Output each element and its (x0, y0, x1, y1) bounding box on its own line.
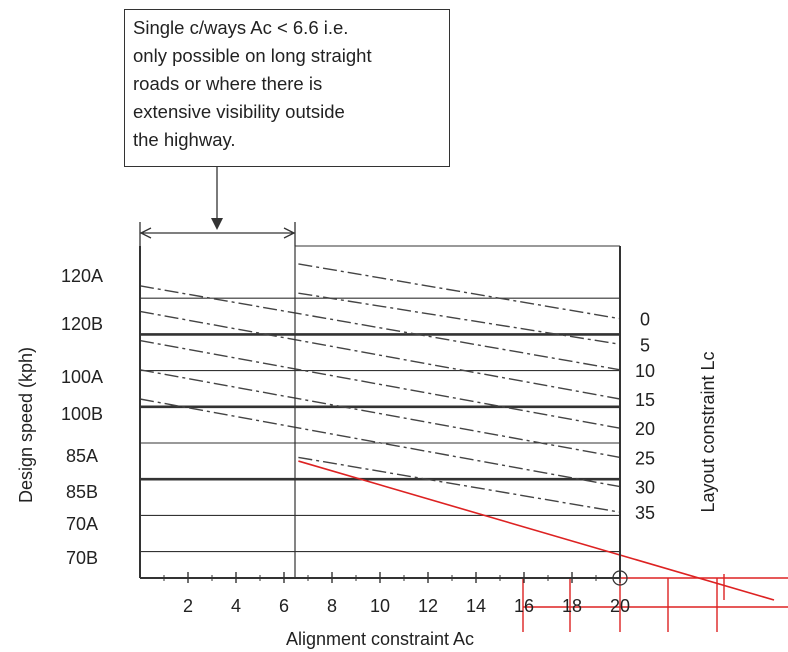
note-line: roads or where there is (133, 73, 323, 94)
x-tick-label: 6 (279, 596, 289, 616)
x-tick-label: 14 (466, 596, 486, 616)
lc-curve-35 (298, 456, 621, 513)
note-line: the highway. (133, 129, 236, 150)
speed-band-label: 100A (61, 367, 103, 387)
speed-band-label: 120A (61, 266, 103, 286)
range-arrow-right (283, 227, 296, 239)
speed-band-label: 70A (66, 514, 98, 534)
note-line: extensive visibility outside (133, 101, 345, 122)
speed-band-label: 120B (61, 314, 103, 334)
x-tick-label: 16 (514, 596, 534, 616)
speed-band-label: 85A (66, 446, 98, 466)
lc-label: 25 (635, 448, 655, 468)
red-overlay (298, 460, 788, 632)
lc-label: 0 (640, 310, 650, 330)
lc-label: 15 (635, 390, 655, 410)
lc-curve-10 (139, 285, 621, 371)
highlight-line (298, 460, 775, 601)
note-line: Single c/ways Ac < 6.6 i.e. (133, 17, 349, 38)
x-tick-label: 2 (183, 596, 193, 616)
note-line: only possible on long straight (133, 45, 372, 66)
lc-curve-20 (139, 339, 621, 429)
x-tick-label: 4 (231, 596, 241, 616)
lc-label: 10 (635, 361, 655, 381)
lc-curve-0 (298, 263, 621, 320)
lc-label: 5 (640, 335, 650, 355)
callout-pointer-head (211, 218, 223, 230)
y-axis-title: Design speed (kph) (16, 347, 36, 503)
lc-label: 20 (635, 419, 655, 439)
lc-curves (139, 263, 621, 513)
lc-curve-30 (139, 398, 621, 488)
lc-curve-5 (298, 292, 621, 345)
speed-band-grid (140, 245, 620, 553)
x-tick-label: 10 (370, 596, 390, 616)
lc-curve-15 (139, 310, 621, 400)
x-tick-label: 8 (327, 596, 337, 616)
x-tick-label: 18 (562, 596, 582, 616)
labels: 2 4 6 8 10 12 14 16 18 20 0 5 10 15 20 25 30 35 120A 120B 10… (16, 266, 718, 649)
x-tick-label: 12 (418, 596, 438, 616)
speed-band-label: 85B (66, 482, 98, 502)
lc-curve-25 (139, 369, 621, 459)
right-axis-title: Layout constraint Lc (698, 351, 718, 512)
x-tick-label: 20 (610, 596, 630, 616)
range-arrow-left (139, 227, 152, 239)
speed-band-label: 70B (66, 548, 98, 568)
lc-label: 35 (635, 503, 655, 523)
speed-band-label: 100B (61, 404, 103, 424)
x-axis-title: Alignment constraint Ac (286, 629, 474, 649)
axes (139, 167, 621, 583)
single-carriageway-note: Single c/ways Ac < 6.6 i.e. only possibl… (124, 9, 450, 167)
lc-label: 30 (635, 478, 655, 498)
